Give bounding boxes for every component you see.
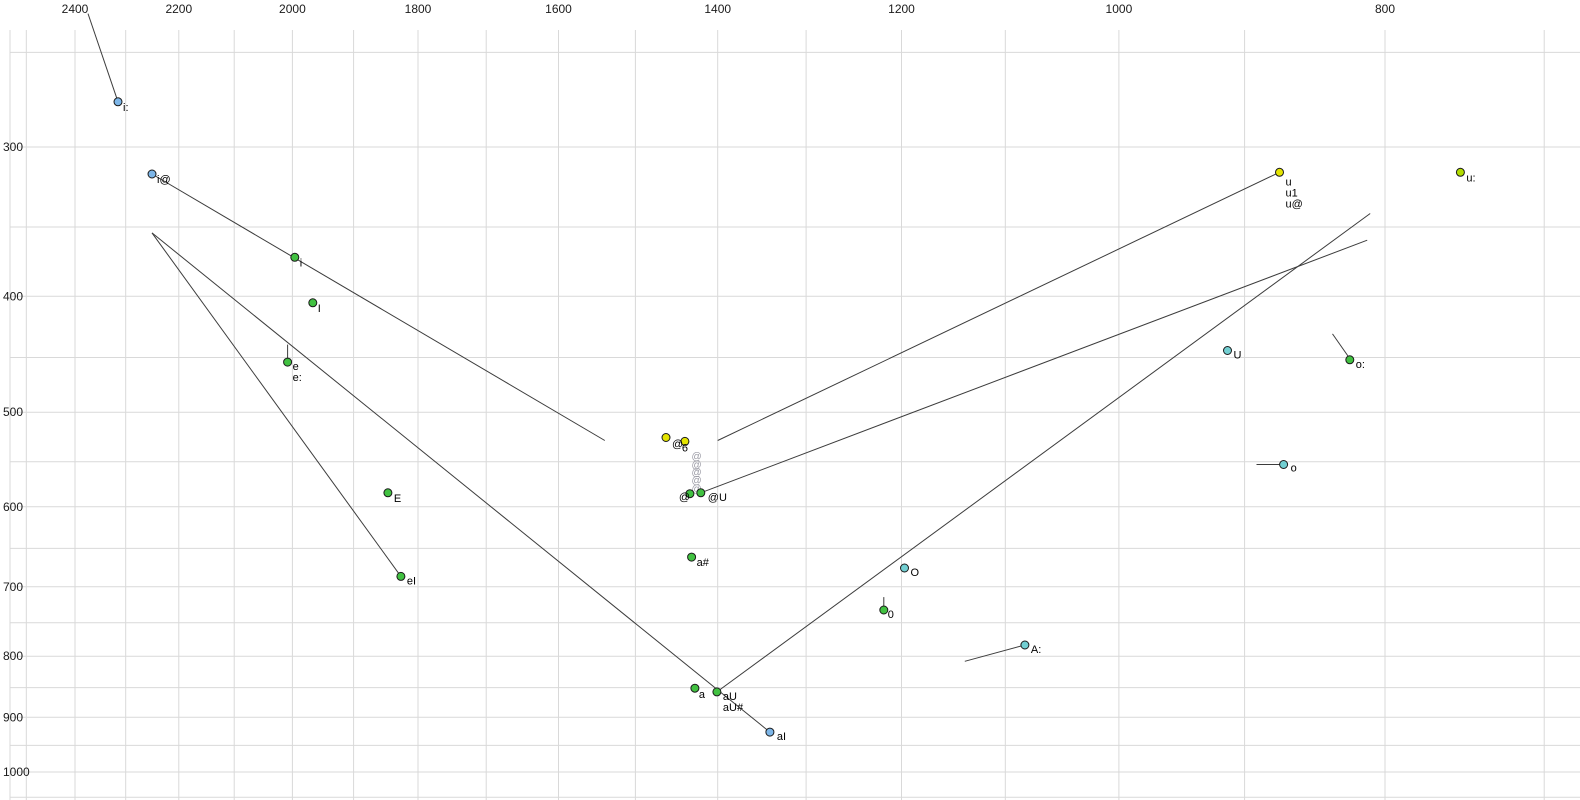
vowel-label-o:: o: (1356, 359, 1365, 371)
vowel-point-@U[interactable] (696, 488, 706, 498)
vowel-point-A:[interactable] (1020, 640, 1030, 650)
vowel-point-aI[interactable] (765, 727, 775, 737)
y-tick-label: 800 (3, 649, 23, 663)
vowel-label-o: o (1291, 463, 1297, 475)
vowel-label-u1: u1 (1286, 187, 1298, 199)
x-tick-label: 1400 (704, 2, 731, 16)
vowel-label-e: e (293, 361, 299, 373)
trajectory-line-u-schwa-trajectory (717, 171, 1280, 441)
schwa-glyph: @ (692, 476, 702, 487)
vowel-point-i@[interactable] (147, 169, 157, 179)
vowel-point-u[interactable] (1275, 167, 1284, 177)
grid-layer (9, 30, 1580, 800)
vowel-point-6[interactable] (680, 436, 690, 446)
vowel-point-u:[interactable] (1455, 167, 1465, 177)
vowel-point-o[interactable] (1279, 460, 1289, 469)
y-tick-label: 1000 (3, 765, 30, 779)
vowel-label-0: 0 (888, 609, 894, 621)
schwa-glyph: @ (692, 484, 702, 495)
x-tick-label: 1600 (545, 2, 572, 16)
y-tick-label: 700 (3, 580, 23, 594)
trajectory-line-i-schwa-trajectory (151, 173, 606, 441)
vowel-label-@: @ (672, 439, 683, 451)
vowel-label-aU#: aU# (723, 702, 744, 714)
y-tick-label: 500 (3, 405, 23, 419)
vowel-label-u:: u: (1466, 172, 1475, 184)
vowel-point-aU[interactable] (712, 687, 722, 697)
vowel-label-U: U (1234, 350, 1242, 362)
trajectory-line-aI-trajectory (151, 232, 771, 733)
schwa-glyph: @ (692, 467, 702, 478)
vowel-point-i:[interactable] (113, 97, 123, 107)
vowel-label-aU: aU (723, 691, 737, 703)
schwa-glyph-stack: @@@@@ (692, 452, 702, 495)
x-tick-label: 1800 (405, 2, 432, 16)
vowel-point-a#[interactable] (687, 552, 697, 562)
vowel-label-aI: aI (777, 731, 786, 743)
schwa-glyph: @ (692, 460, 702, 471)
x-tick-label: 2000 (279, 2, 306, 16)
vowel-point-e[interactable] (283, 357, 293, 367)
vowel-point-o:[interactable] (1345, 355, 1355, 365)
vowel-point-U[interactable] (1223, 346, 1232, 355)
y-tick-label: 600 (3, 500, 23, 514)
vowel-label-u: u (1286, 176, 1292, 188)
y-tick-label: 400 (3, 289, 23, 303)
vowel-point-a[interactable] (690, 683, 700, 693)
x-tick-label: 2200 (165, 2, 192, 16)
trajectory-lines (87, 13, 1371, 733)
vowel-point-E[interactable] (383, 488, 393, 498)
y-tick-label: 300 (3, 140, 23, 154)
trajectory-line-o-long-tail (1332, 333, 1351, 359)
vowel-points (113, 97, 1465, 737)
vowel-label-O: O (911, 567, 920, 579)
vowel-label-a: a (699, 689, 706, 701)
vowel-label-i:: i: (123, 102, 129, 114)
vowel-point-@[interactable] (661, 433, 671, 442)
vowel-point-eI[interactable] (396, 571, 406, 581)
vowel-label-eI: eI (407, 575, 416, 587)
vowel-point-O[interactable] (900, 563, 909, 573)
schwa-glyph: @ (692, 452, 702, 463)
vowel-label-@U: @U (708, 492, 727, 504)
vowel-point-@[interactable] (685, 489, 695, 499)
vowel-point-0[interactable] (879, 605, 889, 615)
vowel-label-@: @ (679, 492, 690, 504)
vowel-label-E: E (394, 493, 401, 505)
trajectory-line-eI-trajectory (151, 232, 402, 577)
x-tick-label: 1000 (1106, 2, 1133, 16)
trajectory-line-i-long-tail (87, 13, 119, 102)
vowel-label-i: i (300, 257, 302, 269)
vowel-label-a#: a# (697, 557, 710, 569)
vowel-label-A:: A: (1031, 644, 1041, 656)
vowel-point-I[interactable] (308, 298, 318, 308)
x-tick-label: 2400 (62, 2, 89, 16)
vowel-label-6: 6 (682, 442, 688, 454)
trajectory-line-schwa-U-trajectory (700, 239, 1368, 494)
vowel-label-I: I (318, 303, 321, 315)
axis-labels: 2400 2200 2000 1800 1600 1400 1200 1000 800 300 40… (3, 2, 1395, 779)
trajectory-line-A-long-tail (964, 644, 1026, 662)
x-tick-label: 1200 (888, 2, 915, 16)
vowel-label-u@: u@ (1286, 198, 1303, 210)
vowel-point-i[interactable] (290, 252, 300, 262)
vowel-label-e:: e: (293, 372, 302, 384)
y-tick-label: 900 (3, 710, 23, 724)
vowel-label-i@: i@ (157, 174, 171, 186)
trajectory-line-aU-trajectory (716, 213, 1371, 693)
x-tick-label: 800 (1375, 2, 1395, 16)
